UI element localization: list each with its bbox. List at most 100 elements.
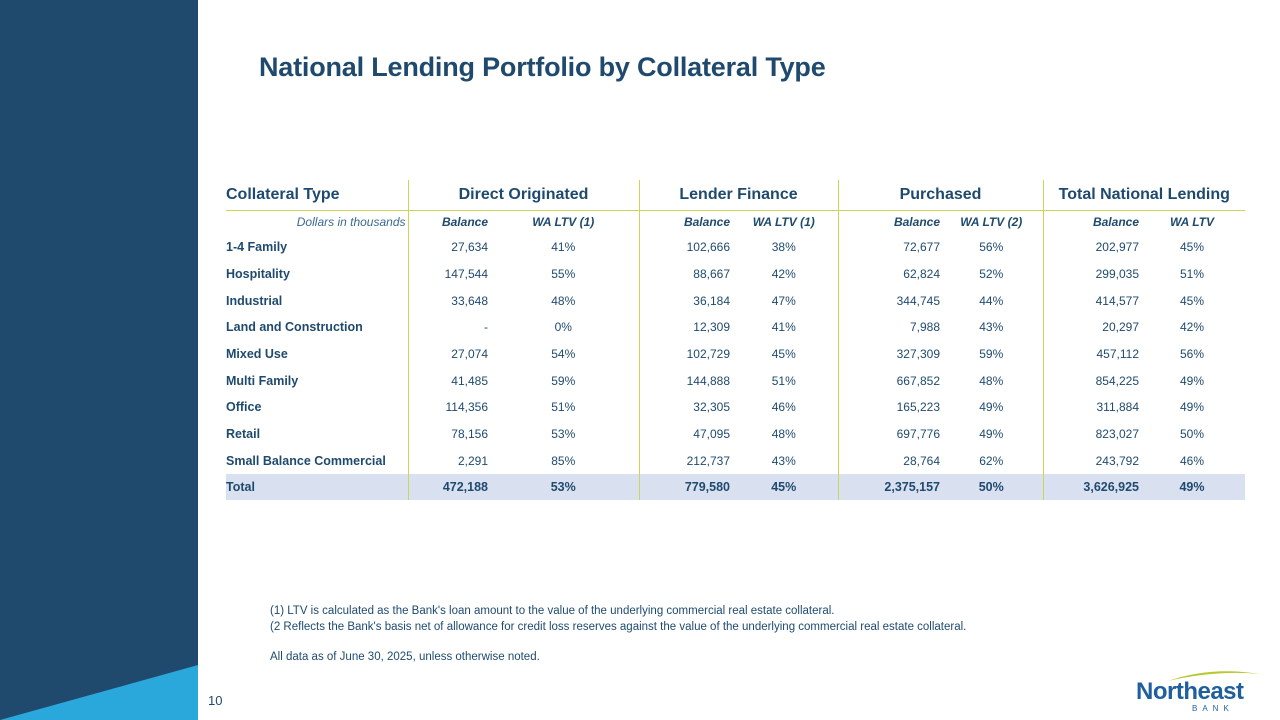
balance-cell: 414,577 bbox=[1095, 293, 1139, 308]
balance-cell: 88,667 bbox=[693, 267, 730, 282]
balance-cell: 12,309 bbox=[693, 320, 730, 335]
balance-cell: 32,305 bbox=[693, 400, 730, 415]
ltv-cell: 49% bbox=[940, 420, 1044, 448]
subheader-ltv: WA LTV (2) bbox=[940, 210, 1044, 234]
balance-cell: 299,035 bbox=[1095, 267, 1139, 282]
table-row: Hospitality 147,544 55% 88,667 42% 62,824 52% 2… bbox=[226, 260, 1245, 288]
footnote-gap bbox=[270, 635, 966, 650]
total-cell: 2,375,157 bbox=[838, 474, 940, 501]
balance-cell: 28,764 bbox=[903, 453, 940, 468]
row-label: Retail bbox=[226, 420, 409, 448]
ltv-cell: 45% bbox=[730, 340, 839, 368]
units-note: Dollars in thousands bbox=[226, 210, 409, 234]
ltv-cell: 62% bbox=[940, 447, 1044, 475]
table-row: Small Balance Commercial 2,291 85% 212,737 4… bbox=[226, 447, 1245, 475]
balance-cell: 202,977 bbox=[1095, 240, 1139, 255]
balance-cell: 667,852 bbox=[896, 373, 940, 388]
row-label: Hospitality bbox=[226, 260, 409, 288]
ltv-cell: 42% bbox=[730, 260, 839, 288]
balance-cell: 27,634 bbox=[451, 240, 488, 255]
subheader-ltv: WA LTV bbox=[1170, 215, 1214, 230]
balance-cell: 327,309 bbox=[896, 347, 940, 362]
balance-cell: 212,737 bbox=[686, 453, 730, 468]
ltv-cell: 43% bbox=[730, 447, 839, 475]
balance-cell: 457,112 bbox=[1096, 347, 1140, 362]
total-cell: 3,626,925 bbox=[1043, 474, 1139, 501]
side-band bbox=[0, 0, 198, 720]
ltv-cell: 48% bbox=[488, 287, 640, 315]
total-cell: 53% bbox=[488, 474, 640, 501]
ltv-cell: 49% bbox=[940, 394, 1044, 421]
total-cell: 49% bbox=[1139, 474, 1245, 501]
balance-cell: 311,884 bbox=[1096, 400, 1140, 415]
ltv-cell: 51% bbox=[1179, 267, 1205, 282]
balance-cell: 41,485 bbox=[451, 373, 488, 388]
group-total-national-lending: Total National Lending bbox=[1043, 180, 1245, 211]
total-cell: 50% bbox=[940, 474, 1044, 501]
ltv-cell: 45% bbox=[1179, 240, 1205, 255]
ltv-cell: 51% bbox=[488, 394, 640, 421]
row-label: Mixed Use bbox=[226, 340, 409, 368]
table-row: Office 114,356 51% 32,305 46% 165,223 49% 311,8… bbox=[226, 394, 1245, 421]
ltv-cell: 56% bbox=[1179, 347, 1205, 362]
ltv-cell: 50% bbox=[1179, 427, 1205, 442]
ltv-cell: 53% bbox=[488, 420, 640, 448]
balance-cell: 72,677 bbox=[903, 240, 940, 255]
ltv-cell: 56% bbox=[940, 234, 1044, 261]
group-lender-finance: Lender Finance bbox=[639, 180, 839, 211]
ltv-cell: 38% bbox=[730, 234, 839, 261]
ltv-cell: 44% bbox=[940, 287, 1044, 315]
logo-wordmark: Northeast bbox=[1136, 678, 1244, 705]
as-of-note: All data as of June 30, 2025, unless oth… bbox=[270, 651, 540, 663]
balance-cell: 47,095 bbox=[693, 427, 730, 442]
balance-cell: 243,792 bbox=[1095, 453, 1139, 468]
table-row: Multi Family 41,485 59% 144,888 51% 667,852 48… bbox=[226, 367, 1245, 395]
sub-header-row: Dollars in thousands Balance WA LTV (1) … bbox=[226, 210, 1245, 234]
ltv-cell: 47% bbox=[730, 287, 839, 315]
footnote-2: (2 Reflects the Bank's basis net of allo… bbox=[270, 620, 967, 633]
row-label: Office bbox=[226, 394, 409, 421]
ltv-cell: 59% bbox=[488, 367, 640, 395]
balance-cell: 78,156 bbox=[451, 427, 488, 442]
footnotes: (1) LTV is calculated as the Bank's loan… bbox=[270, 604, 966, 666]
portfolio-table: Collateral Type Direct Originated Lender… bbox=[226, 180, 1245, 501]
balance-cell: 823,027 bbox=[1095, 427, 1139, 442]
table-row: Retail 78,156 53% 47,095 48% 697,776 49% 823,02… bbox=[226, 420, 1245, 448]
row-label: Land and Construction bbox=[226, 314, 409, 341]
ltv-cell: 54% bbox=[488, 340, 640, 368]
subheader-balance: Balance bbox=[441, 215, 488, 230]
ltv-cell: 46% bbox=[1179, 453, 1205, 468]
table-row: Industrial 33,648 48% 36,184 47% 344,745 44% 41… bbox=[226, 287, 1245, 315]
table-row: Mixed Use 27,074 54% 102,729 45% 327,309 59% 45… bbox=[226, 340, 1245, 368]
balance-cell: 2,291 bbox=[457, 453, 488, 468]
ltv-cell: 52% bbox=[940, 260, 1044, 288]
ltv-cell: 51% bbox=[730, 367, 839, 395]
balance-cell: 102,729 bbox=[686, 347, 730, 362]
total-cell: 779,580 bbox=[639, 474, 730, 501]
ltv-cell: 85% bbox=[488, 447, 640, 475]
balance-cell: 344,745 bbox=[896, 293, 940, 308]
balance-cell: - bbox=[484, 320, 488, 335]
ltv-cell: 48% bbox=[940, 367, 1044, 395]
balance-cell: 62,824 bbox=[903, 267, 940, 282]
total-cell: 45% bbox=[730, 474, 839, 501]
group-purchased: Purchased bbox=[838, 180, 1044, 211]
ltv-cell: 46% bbox=[730, 394, 839, 421]
table-body: 1-4 Family 27,634 41% 102,666 38% 72,677 56% 20… bbox=[226, 234, 1245, 475]
northeast-bank-logo: Northeast BANK bbox=[1136, 668, 1262, 716]
row-label: Multi Family bbox=[226, 367, 409, 395]
ltv-cell: 43% bbox=[940, 314, 1044, 341]
ltv-cell: 55% bbox=[488, 260, 640, 288]
balance-cell: 20,297 bbox=[1102, 320, 1139, 335]
ltv-cell: 59% bbox=[940, 340, 1044, 368]
table-row: 1-4 Family 27,634 41% 102,666 38% 72,677 56% 20… bbox=[226, 234, 1245, 261]
ltv-cell: 49% bbox=[1179, 400, 1205, 415]
balance-cell: 854,225 bbox=[1095, 373, 1139, 388]
subheader-balance: Balance bbox=[683, 215, 730, 230]
ltv-cell: 45% bbox=[1179, 293, 1205, 308]
ltv-cell: 49% bbox=[1179, 373, 1205, 388]
balance-cell: 165,223 bbox=[896, 400, 940, 415]
row-label: Small Balance Commercial bbox=[226, 447, 409, 475]
balance-cell: 36,184 bbox=[693, 293, 730, 308]
balance-cell: 33,648 bbox=[451, 293, 488, 308]
